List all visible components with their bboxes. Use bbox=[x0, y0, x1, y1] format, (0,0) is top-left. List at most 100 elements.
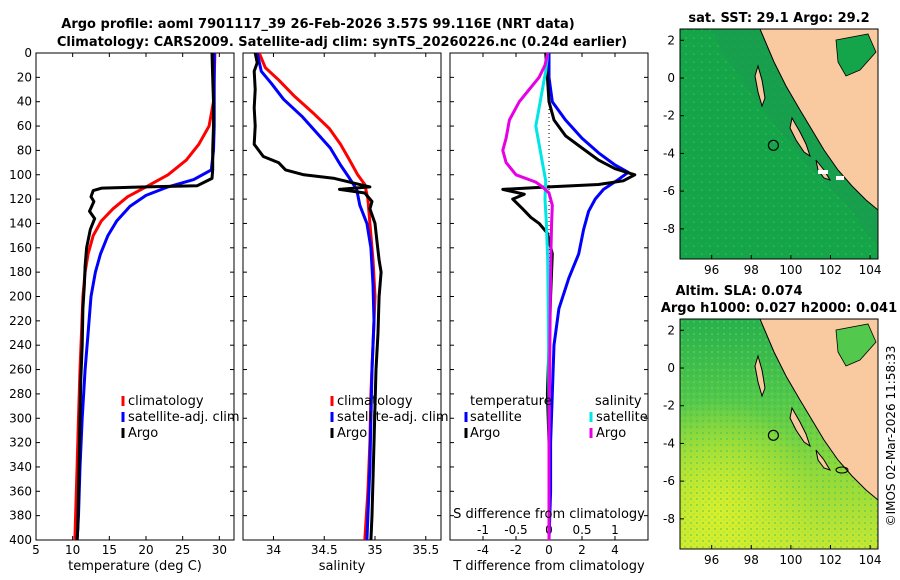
x-tick-label: 4 bbox=[611, 543, 619, 557]
argo-location-marker bbox=[767, 429, 780, 441]
salinity-difference-tick-label: 0.5 bbox=[572, 523, 591, 537]
temperature-x-ticks: 5 10 15 20 25 30 bbox=[32, 53, 227, 557]
series-s-argo bbox=[501, 53, 554, 540]
sst-map-frame bbox=[679, 28, 879, 260]
y-tick-label: 100 bbox=[9, 168, 32, 182]
y-tick-label: 220 bbox=[9, 314, 32, 328]
y-tick-label: 60 bbox=[17, 119, 32, 133]
map-x-tick-label: 104 bbox=[859, 263, 882, 277]
y-tick-label: 380 bbox=[9, 509, 32, 523]
temperature-xlabel: temperature (deg C) bbox=[68, 559, 202, 574]
series-t-satellite bbox=[547, 53, 630, 540]
map-x-tick-label: 100 bbox=[779, 553, 802, 567]
sst-island-1 bbox=[754, 64, 766, 108]
salinity-xlabel: salinity bbox=[319, 559, 366, 574]
argo-location-marker bbox=[767, 139, 780, 151]
sst-map-y-ticks: 2 0 -2 -4 -6 -8 bbox=[663, 33, 684, 236]
y-tick-label: 20 bbox=[17, 70, 32, 84]
map-y-tick-label: -8 bbox=[663, 222, 675, 236]
sla-map-frame bbox=[679, 318, 879, 550]
map-x-tick-label: 96 bbox=[704, 553, 719, 567]
x-tick-label: -4 bbox=[477, 543, 489, 557]
y-tick-label: 400 bbox=[9, 533, 32, 547]
sla-map-y-ticks: 2 0 -2 -4 -6 -8 bbox=[663, 323, 684, 526]
y-tick-label: 320 bbox=[9, 436, 32, 450]
temperature-axes-frame bbox=[35, 52, 235, 541]
salinity-legend: climatology satellite-adj. clim Argo bbox=[330, 394, 449, 441]
y-tick-label: 200 bbox=[9, 290, 32, 304]
series-argo bbox=[252, 53, 383, 540]
salinity-legend-satellite: satellite-adj. clim bbox=[337, 410, 449, 425]
difference-series bbox=[501, 53, 637, 540]
map-y-tick-label: -6 bbox=[663, 474, 675, 488]
map-x-tick-label: 104 bbox=[859, 553, 882, 567]
salinity-y-ticks bbox=[243, 52, 441, 541]
temperature-legend-satellite: satellite-adj. clim bbox=[128, 410, 240, 425]
difference-xlabel: T difference from climatology bbox=[452, 559, 645, 574]
sla-map-x-ticks: 96 98 100 102 104 bbox=[704, 545, 882, 567]
x-tick-label: 35 bbox=[367, 543, 382, 557]
sst-inland-water bbox=[835, 33, 877, 77]
temperature-series bbox=[73, 53, 217, 540]
map-x-tick-label: 102 bbox=[819, 553, 842, 567]
y-tick-label: 360 bbox=[9, 484, 32, 498]
sst-map-panel: sat. SST: 29.1 Argo: 29.2 96 98 100 102 104 … bbox=[663, 11, 882, 277]
x-tick-label: 34.5 bbox=[311, 543, 338, 557]
temperature-legend: climatology satellite-adj. clim Argo bbox=[121, 394, 240, 441]
temperature-legend-climatology: climatology bbox=[128, 394, 204, 409]
temperature-y-ticks: 0 20 40 60 80 100 120 140 160 180 200 220 240 260 280 3… bbox=[9, 46, 234, 547]
y-tick-label: 300 bbox=[9, 411, 32, 425]
legend-header-salinity: salinity bbox=[595, 394, 642, 409]
legend-t-argo: Argo bbox=[470, 426, 500, 441]
salinity-x-ticks: 34 34.5 35 35.5 bbox=[266, 53, 439, 557]
map-x-tick-label: 96 bbox=[704, 263, 719, 277]
temperature-panel: 0 20 40 60 80 100 120 140 160 180 200 220 240 260 280 3… bbox=[9, 46, 240, 574]
sst-map-title: sat. SST: 29.1 Argo: 29.2 bbox=[688, 11, 869, 26]
legend-header-temperature: temperature bbox=[470, 394, 552, 409]
y-tick-label: 240 bbox=[9, 338, 32, 352]
figure-title-line1: Argo profile: aoml 7901117_39 26-Feb-202… bbox=[61, 17, 574, 32]
map-y-tick-label: -6 bbox=[663, 184, 675, 198]
salinity-series bbox=[252, 53, 383, 540]
sla-map-title: Altim. SLA: 0.074 bbox=[676, 284, 803, 299]
map-x-tick-label: 102 bbox=[819, 263, 842, 277]
y-tick-label: 40 bbox=[17, 95, 32, 109]
map-x-tick-label: 98 bbox=[744, 553, 759, 567]
map-y-tick-label: -8 bbox=[663, 512, 675, 526]
y-tick-label: 0 bbox=[24, 46, 32, 60]
x-tick-label: 10 bbox=[65, 543, 80, 557]
map-y-tick-label: -2 bbox=[663, 399, 675, 413]
legend-s-satellite: satellite bbox=[596, 410, 648, 425]
map-y-tick-label: -2 bbox=[663, 109, 675, 123]
sla-island-2 bbox=[789, 406, 811, 448]
sla-map-subtitle: Argo h1000: 0.027 h2000: 0.041 bbox=[661, 301, 897, 316]
salinity-legend-argo: Argo bbox=[337, 426, 367, 441]
sla-island-1 bbox=[754, 354, 766, 398]
salinity-axes-frame bbox=[242, 52, 442, 541]
legend-s-argo: Argo bbox=[596, 426, 626, 441]
salinity-panel: 34 34.5 35 35.5 salinity climatology satell… bbox=[242, 52, 449, 574]
y-tick-label: 280 bbox=[9, 387, 32, 401]
sst-island-2 bbox=[789, 116, 811, 158]
sst-missing-data bbox=[818, 170, 828, 174]
x-tick-label: 2 bbox=[578, 543, 586, 557]
y-tick-label: 260 bbox=[9, 363, 32, 377]
legend-t-satellite: satellite bbox=[470, 410, 522, 425]
map-y-tick-label: -4 bbox=[663, 436, 675, 450]
sla-map-panel: Altim. SLA: 0.074 Argo h1000: 0.027 h200… bbox=[661, 284, 897, 567]
map-y-tick-label: 2 bbox=[667, 323, 675, 337]
x-tick-label: 5 bbox=[32, 543, 40, 557]
y-tick-label: 340 bbox=[9, 460, 32, 474]
sla-island-3 bbox=[815, 449, 832, 471]
map-y-tick-label: 0 bbox=[667, 361, 675, 375]
map-y-tick-label: -4 bbox=[663, 146, 675, 160]
salinity-legend-climatology: climatology bbox=[337, 394, 413, 409]
series-argo bbox=[75, 53, 215, 540]
temperature-legend-argo: Argo bbox=[128, 426, 158, 441]
timestamp: ©IMOS 02-Mar-2026 11:58:33 bbox=[884, 346, 898, 527]
salinity-difference-tick-label: 1 bbox=[611, 523, 619, 537]
series-satellite-adj-clim bbox=[255, 53, 376, 540]
difference-xlabel2: S difference from climatology bbox=[453, 507, 645, 522]
x-tick-label: 15 bbox=[102, 543, 117, 557]
y-tick-label: 160 bbox=[9, 241, 32, 255]
